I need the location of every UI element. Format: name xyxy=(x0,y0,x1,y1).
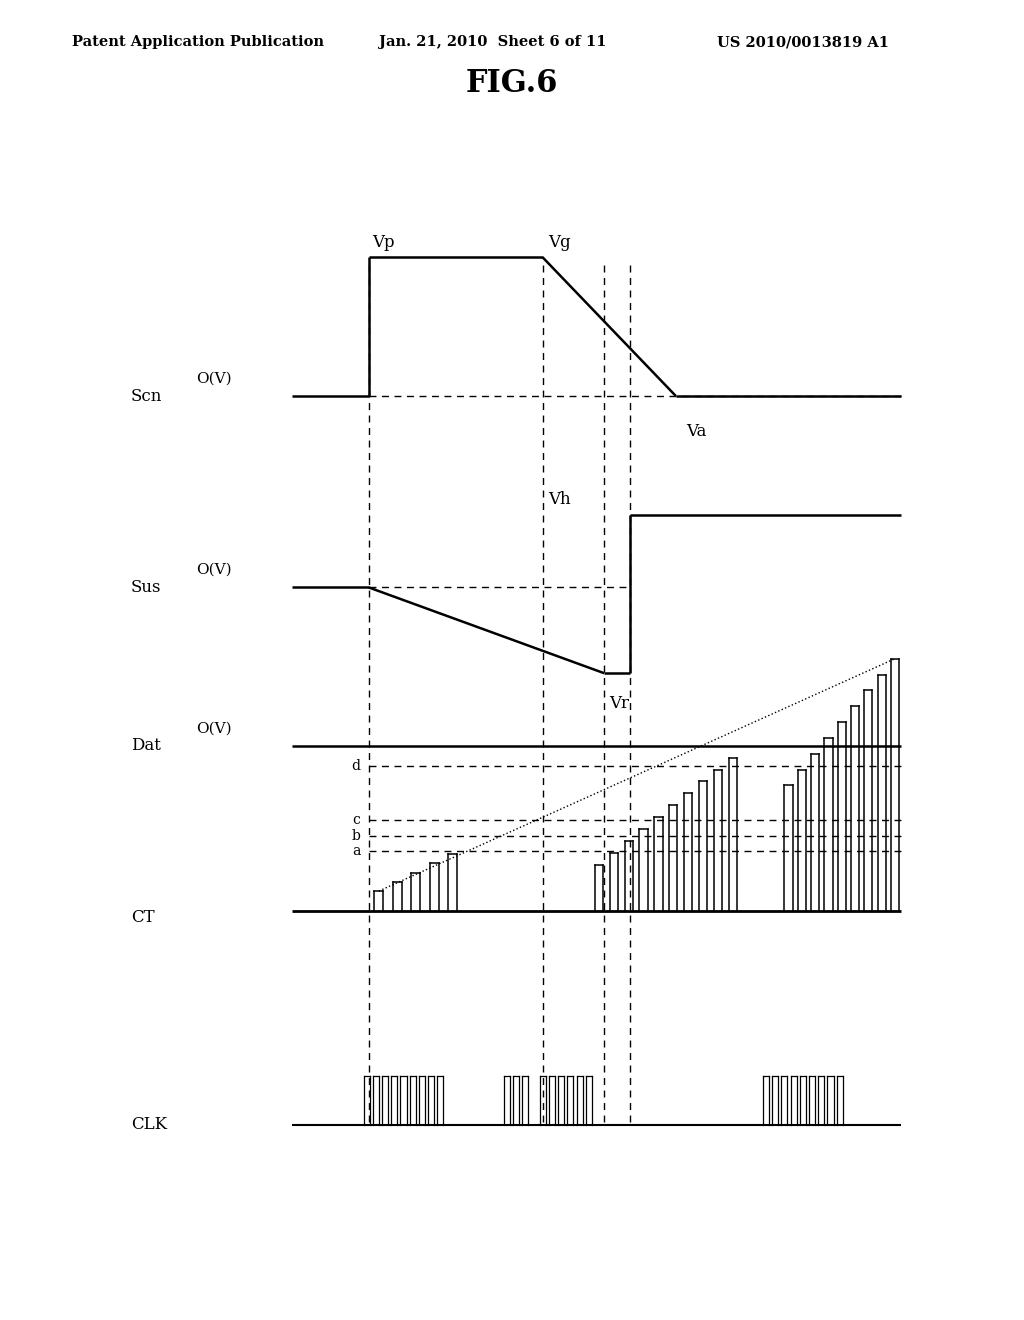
Text: Dat: Dat xyxy=(131,738,161,754)
Text: Va: Va xyxy=(686,422,707,440)
Text: Patent Application Publication: Patent Application Publication xyxy=(72,36,324,49)
Text: Vg: Vg xyxy=(548,234,570,251)
Text: Scn: Scn xyxy=(131,388,163,404)
Text: Vp: Vp xyxy=(372,234,394,251)
Text: b: b xyxy=(351,829,360,842)
Text: O(V): O(V) xyxy=(197,721,232,735)
Text: Vh: Vh xyxy=(548,491,570,508)
Text: FIG.6: FIG.6 xyxy=(466,69,558,99)
Text: O(V): O(V) xyxy=(197,371,232,385)
Text: c: c xyxy=(352,813,360,826)
Text: CLK: CLK xyxy=(131,1117,167,1133)
Text: Jan. 21, 2010  Sheet 6 of 11: Jan. 21, 2010 Sheet 6 of 11 xyxy=(379,36,606,49)
Text: US 2010/0013819 A1: US 2010/0013819 A1 xyxy=(717,36,889,49)
Text: Sus: Sus xyxy=(131,579,162,595)
Text: d: d xyxy=(351,759,360,772)
Text: Vr: Vr xyxy=(609,694,630,711)
Text: O(V): O(V) xyxy=(197,562,232,577)
Text: a: a xyxy=(352,845,360,858)
Text: CT: CT xyxy=(131,909,155,925)
